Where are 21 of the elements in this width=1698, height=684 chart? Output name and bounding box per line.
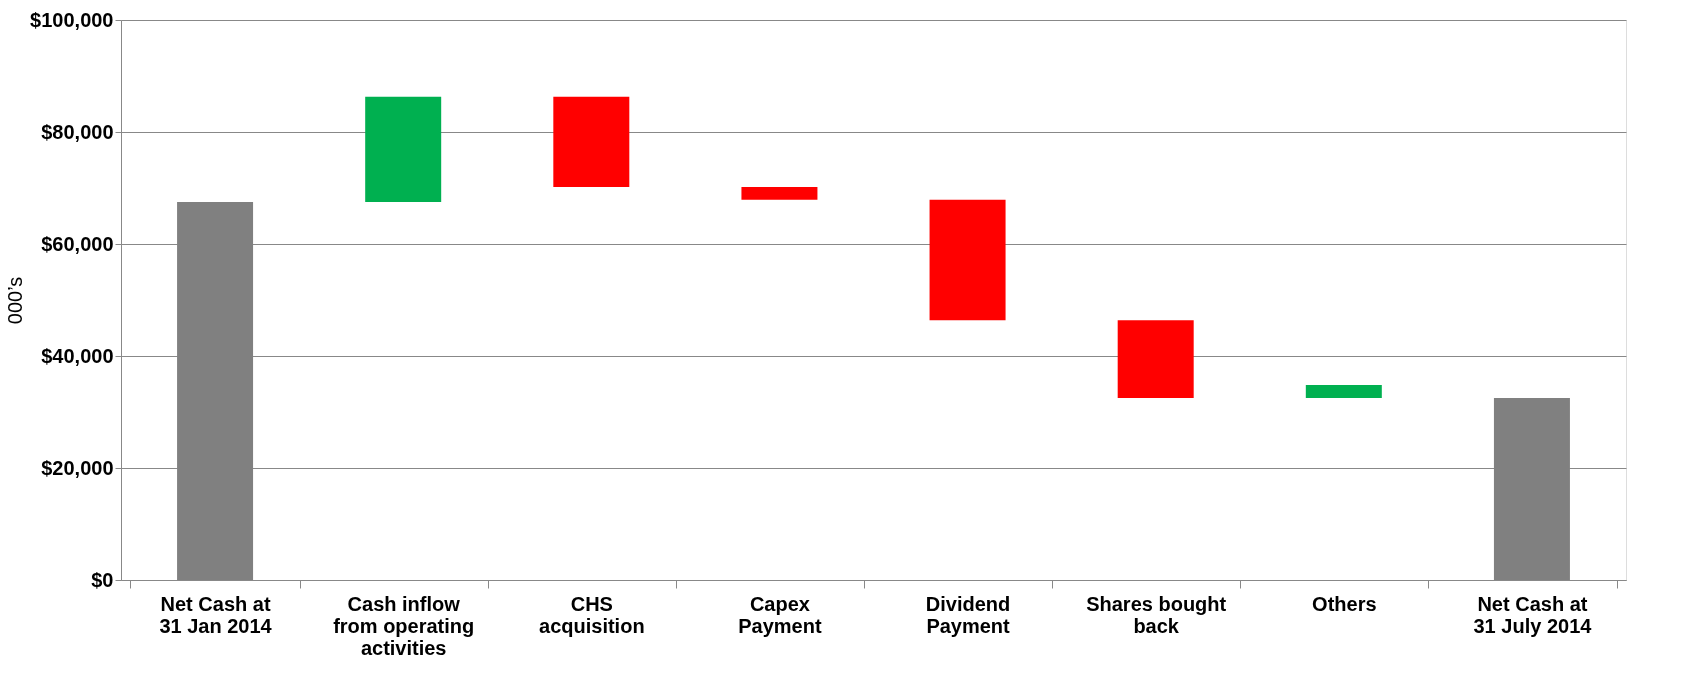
x-tick-label: Others: [1312, 592, 1377, 615]
x-tick-label: Net Cash at 31 July 2014: [1473, 592, 1593, 637]
x-tick-label: CHS acquisition: [539, 592, 645, 637]
bar: [365, 96, 442, 202]
y-tick-label: $20,000: [41, 456, 114, 479]
y-axis-title: 000’s: [4, 276, 27, 325]
y-tick-label: $60,000: [41, 232, 114, 255]
x-tick-label: Net Cash at 31 Jan 2014: [159, 592, 273, 637]
y-tick-label: $0: [91, 568, 114, 591]
x-tick-label: Cash inflow from operating activities: [333, 592, 475, 659]
y-tick-label: $40,000: [41, 344, 114, 367]
bar: [929, 199, 1006, 321]
y-tick-label: $100,000: [30, 8, 114, 31]
x-tick-label: Dividend Payment: [925, 592, 1011, 637]
x-tick-label: Capex Payment: [738, 592, 822, 637]
bar: [1305, 385, 1382, 398]
bar: [741, 186, 818, 200]
bar: [1117, 320, 1194, 398]
bar: [553, 96, 630, 187]
x-tick-label: Shares bought back: [1086, 592, 1227, 637]
y-tick-label: $80,000: [41, 120, 114, 143]
